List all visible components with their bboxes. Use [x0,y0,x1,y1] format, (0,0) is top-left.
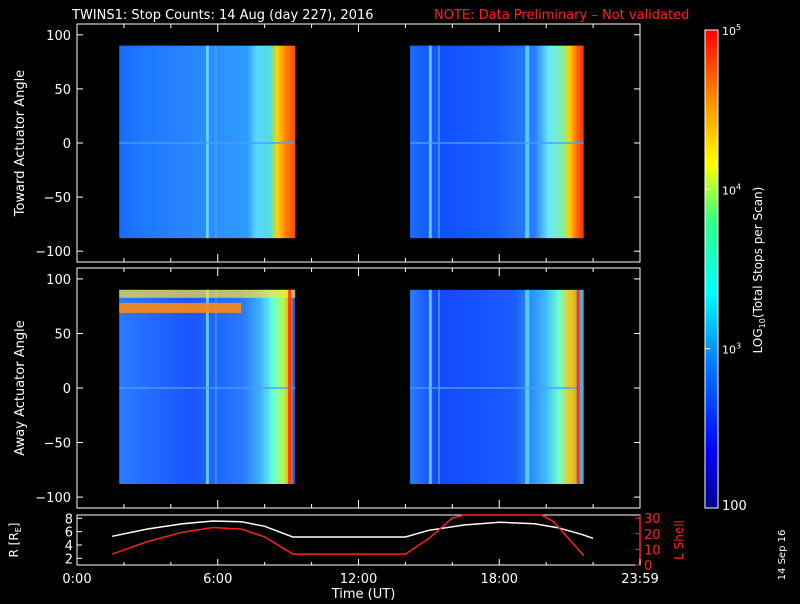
orbit-ytick-right-label: 10 [644,543,661,558]
side-date-label: 14 Sep 16 [777,530,788,581]
orbit-ytick-right-label: 30 [644,512,661,527]
away-zero-band [119,387,296,389]
xtick-label: 6:00 [203,572,232,587]
xaxis-label: Time (UT) [331,587,396,600]
xtick-label: 0:00 [62,572,91,587]
toward-data-block-2 [410,45,584,239]
away-ytick-label: 50 [54,327,71,342]
away-streak [264,289,269,484]
away-ytick-label: 100 [46,273,71,288]
figure-title: TWINS1: Stop Counts: 14 Aug (day 227), 2… [71,8,374,23]
away-streak [428,289,432,484]
orbit-ytick-right-label: 20 [644,528,661,543]
colorbar [705,30,718,508]
xtick-label: 23:59 [621,572,658,587]
orbit-r-line [112,520,594,540]
away-red-streak [288,289,292,484]
toward-ytick-label: −100 [35,245,71,260]
toward-streak [215,45,217,239]
toward-streak [206,45,209,239]
orbit-ylabel-left: R [RE] [7,523,23,558]
panels-layer [119,45,584,484]
orbit-ytick-left-label: 4 [65,539,73,554]
toward-ytick-label: −50 [44,191,71,206]
toward-streak [438,45,440,239]
toward-ytick-label: 50 [54,83,71,98]
preliminary-note: NOTE: Data Preliminary – Not validated [434,8,689,23]
away-red-streak [576,289,580,484]
axes-layer: TWINS1: Stop Counts: 14 Aug (day 227), 2… [7,8,788,602]
orbit-ytick-left-label: 8 [65,512,73,527]
xtick-label: 12:00 [340,572,377,587]
colorbar-tick-label: 103 [722,342,741,357]
away-ytick-label: −50 [44,437,71,452]
toward-zero-band [119,142,296,144]
toward-zero-band [410,142,584,144]
colorbar-label: LOG10(Total Stops per Scan) [751,187,767,354]
away-ytick-label: −100 [35,491,71,506]
away-streak [206,289,209,484]
xtick-label: 18:00 [481,572,518,587]
toward-ylabel: Toward Actuator Angle [13,70,28,217]
away-streak [215,289,217,484]
orbit-panel-frame [76,514,641,566]
away-data-block-2 [410,289,584,484]
orbit-ylabel-right: L Shell [672,520,686,560]
orbit-lshell-line [111,514,585,557]
away-streak [438,289,440,484]
away-ytick-label: 0 [63,382,71,397]
colorbar-frame [704,29,719,509]
toward-streak [525,45,530,239]
away-ylabel: Away Actuator Angle [13,320,28,455]
colorbar-tick-label: 104 [722,182,741,197]
away-streak [525,289,530,484]
orbit-ytick-right-label: 0 [644,559,652,574]
toward-ytick-label: 0 [63,137,71,152]
away-top-band [119,289,296,298]
toward-ytick-label: 100 [46,29,71,44]
colorbar-bottom-label: 100 [722,499,747,514]
toward-streak [428,45,432,239]
orbit-ytick-left-label: 6 [65,526,73,541]
toward-streak [264,45,269,239]
orbit-ytick-left-label: 2 [65,552,73,567]
away-zero-band [410,387,584,389]
away-high-count-band [119,302,242,313]
colorbar-tick-label: 105 [722,23,741,38]
